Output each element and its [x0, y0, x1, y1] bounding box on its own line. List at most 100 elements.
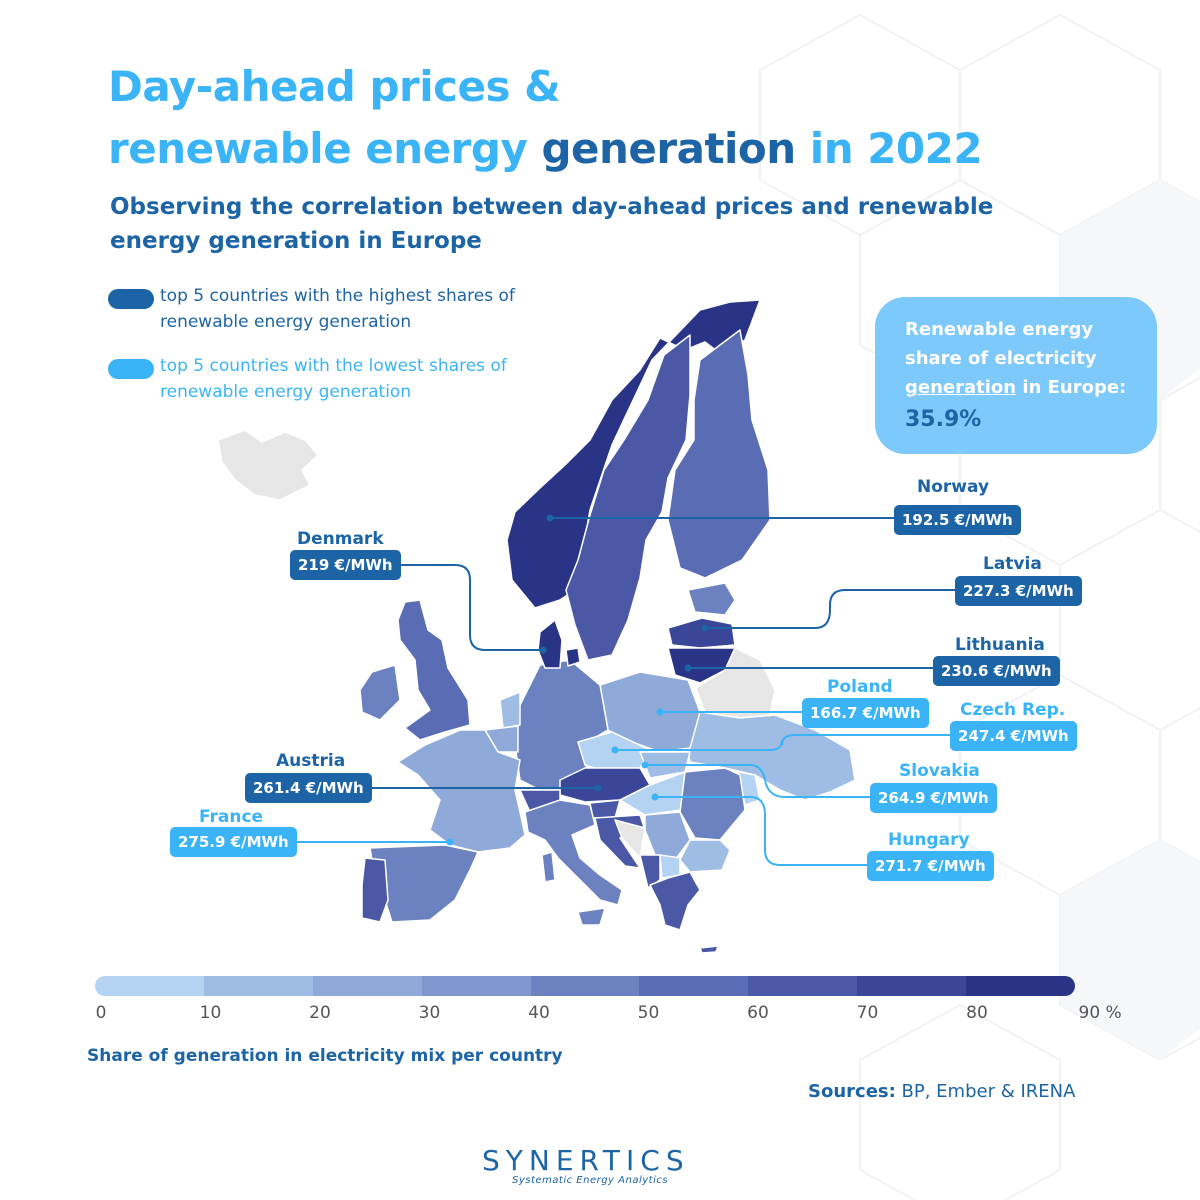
- scale-tick-4: 40: [528, 1003, 550, 1023]
- connector-denmark: [390, 564, 543, 651]
- marker-france: [446, 838, 454, 846]
- scale-segment-7: [857, 976, 967, 996]
- page-subtitle: Observing the correlation between day-ah…: [110, 194, 994, 254]
- country-albania: [639, 854, 661, 889]
- marker-hungary: [651, 793, 659, 801]
- title-line-2: renewable energy generation in 2022: [108, 118, 983, 180]
- label-norway: Norway: [917, 477, 990, 497]
- label-hungary: Hungary: [888, 830, 970, 850]
- marker-lithuania: [684, 664, 692, 672]
- info-line-2: share of electricity: [905, 348, 1097, 369]
- marker-slovakia: [641, 761, 649, 769]
- price-lithuania: 230.6 €/MWh: [933, 656, 1060, 686]
- title-line-1: Day-ahead prices &: [108, 62, 561, 111]
- price-france: 275.9 €/MWh: [170, 827, 297, 857]
- price-hungary: 271.7 €/MWh: [867, 851, 994, 881]
- legend-high: top 5 countries with the highest shares …: [108, 283, 560, 335]
- title-part-c: in 2022: [795, 124, 983, 173]
- info-line-3: generation in Europe:: [905, 373, 1135, 402]
- title-part-a: renewable energy: [108, 124, 542, 173]
- info-line-3-rest: in Europe:: [1016, 377, 1127, 398]
- sources-label: Sources:: [808, 1081, 896, 1102]
- marker-norway: [546, 514, 554, 522]
- europe-share-value: 35.9%: [905, 407, 982, 432]
- scale-tick-6: 60: [747, 1003, 769, 1023]
- scale-tick-3: 30: [418, 1003, 441, 1023]
- country-bulgaria: [679, 839, 731, 873]
- country-denmark-island: [565, 647, 581, 667]
- label-france: France: [199, 807, 264, 827]
- page-title: Day-ahead prices & renewable energy gene…: [108, 56, 983, 180]
- country-finland: [667, 329, 771, 579]
- color-scale-bar: [95, 976, 1075, 996]
- scale-segment-5: [639, 976, 749, 996]
- country-ireland: [359, 664, 401, 721]
- marker-latvia: [701, 624, 709, 632]
- country-italy: [524, 799, 623, 906]
- price-denmark: 219 €/MWh: [290, 550, 401, 580]
- marker-austria: [594, 784, 602, 792]
- legend-high-swatch: [108, 289, 154, 309]
- country-latvia: [667, 617, 736, 649]
- legend-low-swatch: [108, 359, 154, 379]
- country-sweden: [565, 334, 691, 661]
- connector-latvia: [705, 589, 955, 629]
- country-portugal: [361, 857, 389, 923]
- scale-tick-0: 0: [95, 1003, 107, 1023]
- sources: Sources: BP, Ember & IRENA: [808, 1081, 1075, 1102]
- title-part-b: generation: [541, 124, 796, 173]
- scale-segment-6: [748, 976, 858, 996]
- price-czech: 247.4 €/MWh: [950, 721, 1077, 751]
- country-crete: [699, 945, 719, 954]
- label-austria: Austria: [276, 751, 346, 771]
- price-latvia: 227.3 €/MWh: [955, 576, 1082, 606]
- country-sardinia: [541, 851, 556, 883]
- brand-tagline: Systematic Energy Analytics: [512, 1175, 669, 1186]
- marker-czech: [611, 746, 619, 754]
- country-romania: [679, 767, 746, 841]
- scale-tick-9: 90 %: [1078, 1003, 1122, 1023]
- scale-caption: Share of generation in electricity mix p…: [87, 1046, 563, 1066]
- country-slovenia: [589, 799, 621, 819]
- europe-share-box: Renewable energy share of electricity ge…: [875, 297, 1157, 454]
- price-austria: 261.4 €/MWh: [245, 773, 372, 803]
- legend-high-label: top 5 countries with the highest shares …: [160, 286, 515, 332]
- scale-segment-4: [530, 976, 640, 996]
- marker-poland: [656, 708, 664, 716]
- price-slovakia: 264.9 €/MWh: [870, 783, 997, 813]
- legend-low-label: top 5 countries with the lowest shares o…: [160, 356, 507, 402]
- connector-czech: [615, 734, 952, 751]
- country-sicily: [577, 907, 606, 926]
- scale-tick-2: 20: [309, 1003, 331, 1023]
- price-poland: 166.7 €/MWh: [802, 698, 929, 728]
- label-latvia: Latvia: [983, 554, 1042, 574]
- connector-hungary: [655, 796, 868, 866]
- sources-text: BP, Ember & IRENA: [895, 1081, 1076, 1102]
- label-lithuania: Lithuania: [955, 635, 1045, 655]
- country-greece: [649, 871, 701, 931]
- info-underlined: generation: [905, 377, 1017, 398]
- brand-logo: SYNERTICS: [482, 1144, 690, 1177]
- scale-segment-3: [421, 976, 531, 996]
- info-line-1: Renewable energy: [905, 319, 1094, 340]
- scale-tick-5: 50: [637, 1003, 660, 1023]
- scale-segment-1: [203, 976, 313, 996]
- country-uk: [397, 599, 471, 741]
- label-czech: Czech Rep.: [960, 700, 1066, 720]
- country-estonia: [687, 582, 736, 616]
- marker-denmark: [539, 646, 547, 654]
- label-poland: Poland: [827, 677, 893, 697]
- country-iceland: [217, 429, 319, 501]
- country-north-macedonia: [659, 854, 681, 879]
- scale-tick-1: 10: [199, 1003, 222, 1023]
- label-denmark: Denmark: [297, 529, 384, 549]
- price-norway: 192.5 €/MWh: [894, 505, 1021, 535]
- scale-segment-8: [966, 976, 1075, 996]
- country-denmark: [537, 619, 563, 669]
- legend-low: top 5 countries with the lowest shares o…: [108, 353, 560, 405]
- scale-segment-2: [312, 976, 422, 996]
- scale-segment-0: [95, 976, 204, 996]
- scale-tick-7: 70: [856, 1003, 879, 1023]
- country-netherlands: [499, 691, 521, 729]
